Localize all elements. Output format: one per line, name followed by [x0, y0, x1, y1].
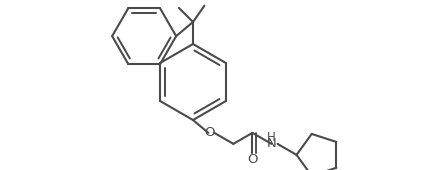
Text: H: H	[267, 131, 275, 144]
Text: O: O	[204, 126, 214, 139]
Text: O: O	[247, 153, 257, 166]
Text: N: N	[266, 137, 276, 150]
